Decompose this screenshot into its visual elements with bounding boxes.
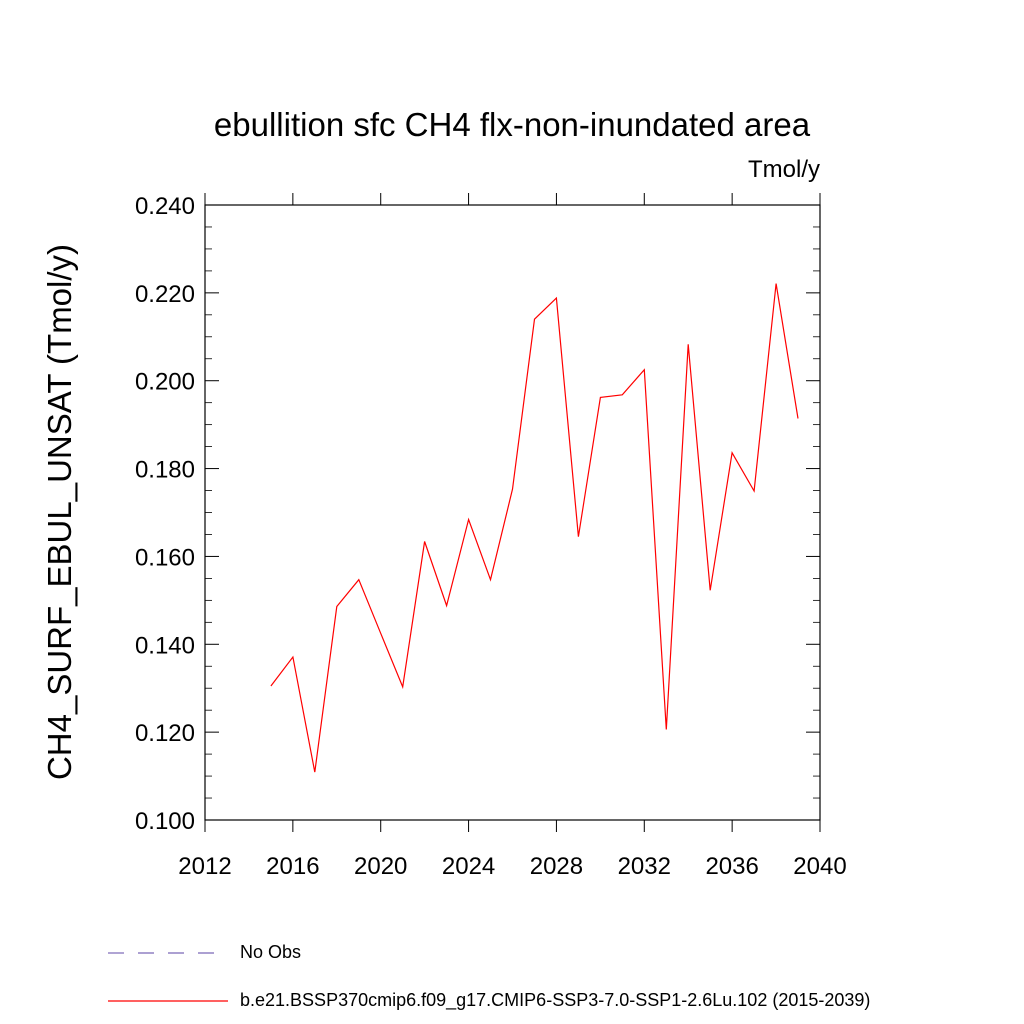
units-label: Tmol/y [748, 156, 820, 183]
y-tick-label: 0.140 [135, 632, 195, 659]
series-lines [270, 283, 799, 773]
x-tick-label: 2036 [705, 853, 758, 880]
x-tick-label: 2016 [266, 853, 319, 880]
legend [108, 952, 228, 1002]
y-tick-label: 0.180 [135, 457, 195, 484]
x-tick-label: 2020 [354, 853, 407, 880]
y-tick-label: 0.200 [135, 369, 195, 396]
x-tick-label: 2024 [442, 853, 495, 880]
legend-label-model: b.e21.BSSP370cmip6.f09_g17.CMIP6-SSP3-7.… [240, 990, 871, 1010]
x-tick-label: 2040 [793, 853, 846, 880]
tick-labels: 2012 2016 2020 2024 2028 2032 2036 2040 0.100 0.1… [135, 193, 847, 880]
y-tick-label: 0.160 [135, 544, 195, 571]
y-tick-label: 0.120 [135, 720, 195, 747]
y-tick-label: 0.240 [135, 193, 195, 220]
y-tick-label: 0.100 [135, 808, 195, 835]
plot-frame [204, 204, 821, 821]
chart-title: ebullition sfc CH4 flx-non-inundated are… [213, 106, 811, 143]
axis-ticks [204, 193, 821, 832]
legend-label-no-obs: No Obs [240, 942, 302, 962]
x-tick-label: 2032 [618, 853, 671, 880]
series-line-model [270, 283, 799, 773]
y-tick-label: 0.220 [135, 281, 195, 308]
y-axis-label: CH4_SURF_EBUL_UNSAT (Tmol/y) [41, 244, 78, 780]
axes [204, 204, 821, 821]
x-tick-label: 2012 [178, 853, 231, 880]
x-tick-label: 2028 [530, 853, 583, 880]
